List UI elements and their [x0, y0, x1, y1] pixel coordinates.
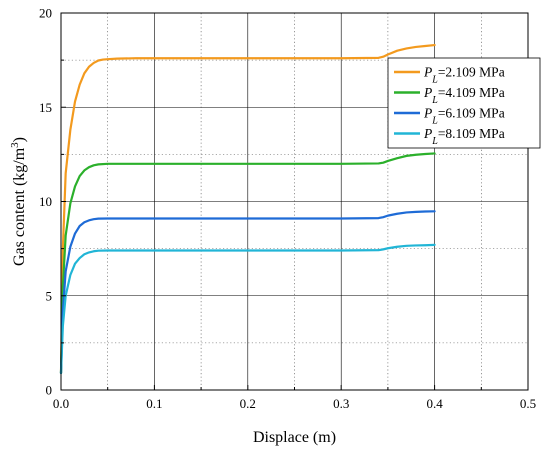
y-tick-label: 10 [39, 194, 52, 209]
y-tick-label: 5 [46, 288, 53, 303]
y-axis-title: Gas content (kg/m3) [9, 137, 28, 266]
x-tick-label: 0.3 [333, 396, 349, 411]
axis-ticks: 0.0 0.1 0.2 0.3 0.4 0.5 0 5 10 15 20 [39, 6, 536, 412]
x-tick-label: 0.5 [520, 396, 536, 411]
x-axis-title: Displace (m) [253, 429, 336, 446]
legend-label: PL=8.109 MPa [423, 126, 505, 147]
x-tick-label: 0.1 [146, 396, 162, 411]
series-line-4 [59, 243, 436, 375]
x-tick-label: 0.2 [240, 396, 256, 411]
y-tick-label: 15 [39, 100, 52, 115]
legend-label: PL=2.109 MPa [423, 65, 505, 86]
x-tick-label: 0.4 [426, 396, 443, 411]
series-lines [59, 43, 436, 375]
y-axis-title-superscript: 3 [9, 142, 21, 148]
x-tick-label: 0.0 [53, 396, 69, 411]
series-line-2 [59, 152, 436, 375]
y-tick-label: 0 [46, 383, 53, 398]
legend-label: PL=4.109 MPa [423, 85, 505, 106]
series-line-3 [59, 210, 436, 375]
legend-label: PL=6.109 MPa [423, 106, 505, 127]
y-tick-label: 20 [39, 6, 52, 21]
series-line-1 [59, 43, 436, 375]
y-axis-title-tail: ) [11, 137, 28, 142]
y-axis-title-main: Gas content (kg/m [11, 147, 28, 266]
